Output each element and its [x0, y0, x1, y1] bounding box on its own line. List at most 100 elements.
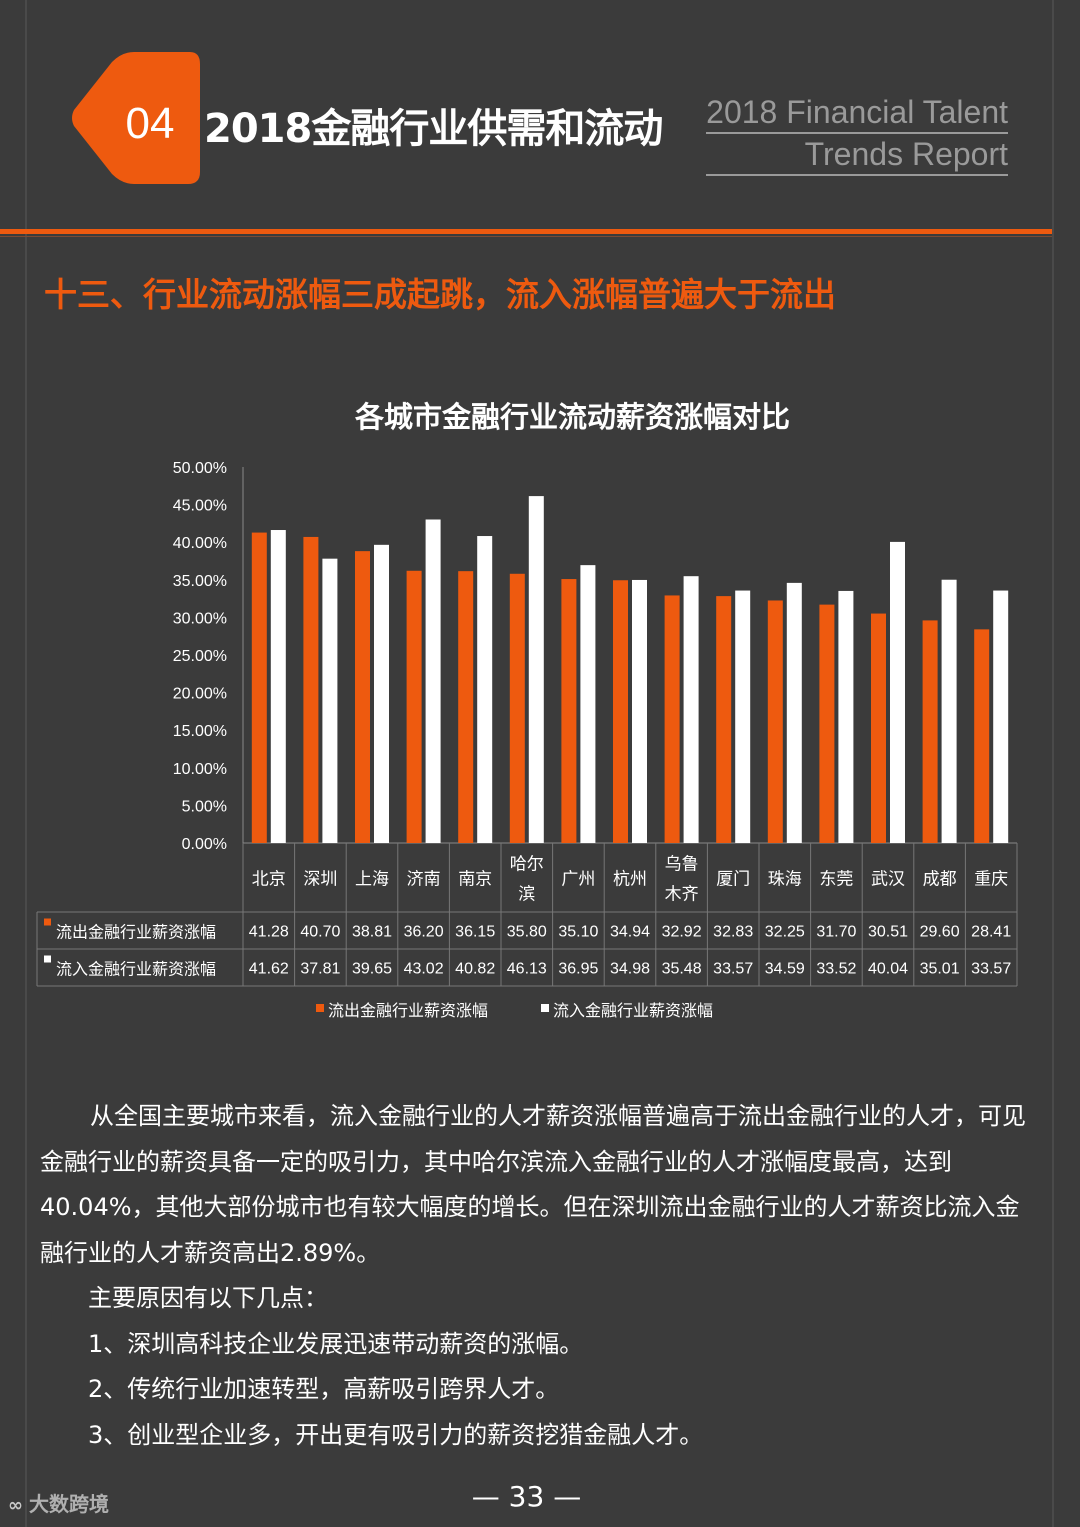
data-label: 41.62 [249, 961, 289, 978]
x-tick-label: 乌鲁 [665, 855, 699, 875]
header-rule-shadow [0, 236, 1052, 237]
x-tick-label: 重庆 [974, 870, 1008, 890]
bar-outflow [819, 604, 835, 843]
x-tick-label: 深圳 [303, 870, 337, 890]
x-tick-label: 上海 [355, 870, 389, 890]
watermark-text: 大数跨境 [29, 1492, 109, 1516]
x-tick-label: 成都 [923, 870, 957, 890]
bar-inflow [374, 544, 389, 843]
body-text: 从全国主要城市来看，流入金融行业的人才薪资涨幅普遍高于流出金融行业的人才，可见金… [40, 1094, 1040, 1458]
legend-key-inflow [541, 1004, 549, 1012]
data-label: 32.92 [662, 924, 702, 941]
data-label: 33.57 [713, 961, 753, 978]
english-title-line1: 2018 Financial Talent [706, 92, 1008, 134]
bar-inflow [425, 519, 441, 843]
bar-outflow [561, 579, 577, 843]
logo-icon: ∞ [8, 1495, 23, 1516]
reason-item: 2、传统行业加速转型，高薪吸引跨界人才。 [88, 1375, 560, 1403]
frame-line-right [1052, 0, 1054, 1527]
english-title: 2018 Financial Talent Trends Report [706, 92, 1008, 176]
bar-inflow [322, 558, 338, 843]
y-tick-label: 15.00% [173, 723, 227, 740]
y-tick-label: 35.00% [173, 573, 227, 590]
bar-inflow [786, 582, 802, 843]
reason-item: 1、深圳高科技企业发展迅速带动薪资的涨幅。 [88, 1329, 584, 1358]
data-label: 36.15 [455, 924, 495, 941]
data-label: 33.52 [816, 961, 856, 978]
header-rule [0, 229, 1052, 234]
x-tick-label: 厦门 [716, 870, 750, 890]
data-label: 35.01 [920, 961, 960, 978]
data-label: 29.60 [920, 924, 960, 941]
chart-title: 各城市金融行业流动薪资涨幅对比 [354, 400, 790, 434]
reason-item: 3、创业型企业多，开出更有吸引力的薪资挖猎金融人才。 [88, 1420, 704, 1449]
bar-outflow [303, 536, 319, 843]
bar-chart: 0.00% 5.00% 10.00% 15.00% 20.00% 25.00% 30.00%… [36, 460, 1018, 1020]
y-tick-label: 40.00% [173, 535, 227, 552]
data-label: 36.95 [558, 961, 598, 978]
data-label: 35.80 [507, 924, 547, 941]
data-label: 40.70 [300, 924, 340, 941]
legend-label: 流出金融行业薪资涨幅 [328, 1001, 488, 1020]
x-tick-label: 北京 [252, 870, 286, 890]
header-title: 2018金融行业供需和流动 [204, 106, 663, 152]
data-label: 39.65 [352, 961, 392, 978]
bar-inflow [735, 590, 751, 843]
y-tick-label: 50.00% [173, 460, 227, 477]
data-label: 35.48 [662, 961, 702, 978]
x-tick-label: 哈尔 [510, 855, 544, 875]
y-tick-label: 20.00% [173, 686, 227, 703]
data-label: 31.70 [816, 924, 856, 941]
data-label: 34.98 [610, 961, 650, 978]
bar-outflow [922, 620, 938, 843]
y-tick-label: 25.00% [173, 648, 227, 665]
bar-inflow [477, 536, 493, 843]
y-tick-label: 5.00% [182, 798, 227, 815]
bar-outflow [974, 629, 990, 843]
page-number: — 33 — [471, 1480, 582, 1513]
data-label: 40.82 [455, 961, 495, 978]
bar-inflow [632, 579, 647, 843]
bar-outflow [767, 600, 783, 843]
data-label: 43.02 [404, 961, 444, 978]
bar-inflow [838, 590, 854, 843]
english-title-line2: Trends Report [706, 134, 1008, 176]
x-tick-label: 木齐 [665, 885, 699, 905]
legend-key-inflow [44, 955, 51, 963]
y-tick-label: 45.00% [173, 498, 227, 515]
bar-outflow [355, 551, 370, 843]
x-tick-label: 珠海 [768, 870, 802, 890]
x-tick-label: 东莞 [819, 870, 853, 890]
bar-outflow [716, 596, 732, 843]
bar-inflow [580, 565, 596, 843]
table-row-header: 流出金融行业薪资涨幅 [56, 923, 216, 942]
bar-outflow [664, 595, 680, 843]
x-tick-label: 济南 [407, 870, 441, 890]
bar-outflow [458, 571, 474, 843]
data-label: 30.51 [868, 924, 908, 941]
y-tick-label: 0.00% [182, 836, 227, 853]
paragraph: 从全国主要城市来看，流入金融行业的人才薪资涨幅普遍高于流出金融行业的人才，可见金… [40, 1102, 1026, 1267]
bar-inflow [270, 530, 286, 843]
x-tick-label: 南京 [458, 870, 492, 890]
bar-inflow [993, 590, 1009, 843]
bar-inflow [683, 576, 699, 843]
x-tick-label: 武汉 [871, 870, 905, 890]
data-label: 32.25 [765, 924, 805, 941]
reasons-heading: 主要原因有以下几点： [88, 1284, 328, 1312]
section-title: 十三、行业流动涨幅三成起跳，流入涨幅普遍大于流出 [44, 275, 836, 314]
badge-number: 04 [126, 99, 175, 148]
bar-outflow [251, 532, 267, 843]
bar-outflow [871, 613, 886, 843]
bar-outflow [613, 580, 628, 843]
section-badge: 04 [72, 52, 200, 184]
y-tick-label: 10.00% [173, 761, 227, 778]
data-label: 32.83 [713, 924, 753, 941]
x-tick-label: 广州 [561, 870, 595, 890]
bar-inflow [941, 579, 957, 843]
watermark-logo: ∞ 大数跨境 [8, 1488, 109, 1517]
bar-outflow [509, 573, 525, 843]
table-row-header: 流入金融行业薪资涨幅 [56, 960, 216, 979]
data-label: 46.13 [507, 961, 547, 978]
bar-inflow [528, 496, 544, 843]
